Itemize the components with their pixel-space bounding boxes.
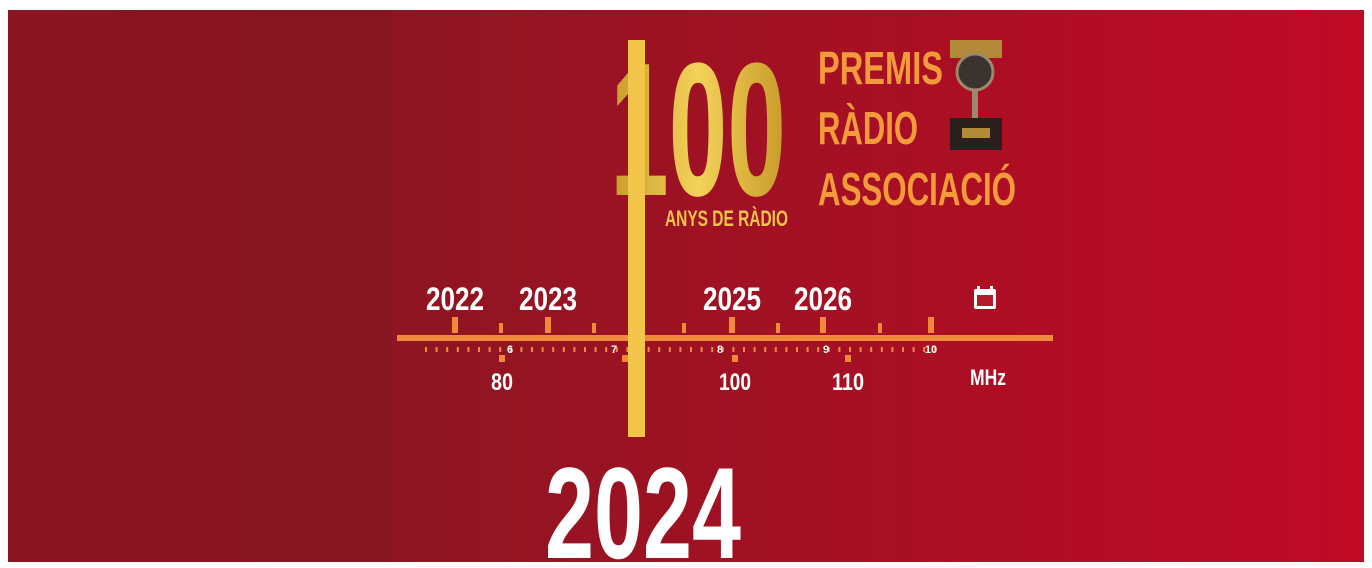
year-label: 2025	[703, 281, 761, 317]
tick	[754, 347, 756, 352]
tick	[446, 347, 448, 352]
tick	[478, 347, 480, 352]
year-label: 2023	[519, 281, 577, 317]
frequency-label: 100	[719, 369, 751, 396]
logo-subtitle: ANYS DE RÀDIO	[665, 206, 788, 231]
current-year: 2024	[545, 440, 741, 568]
tick	[592, 323, 596, 333]
tick	[732, 347, 734, 352]
scale-label: 6	[507, 344, 513, 356]
tick	[542, 347, 544, 352]
tick	[584, 347, 586, 352]
tick	[878, 323, 882, 333]
tick	[452, 317, 458, 333]
dial-line	[397, 335, 1053, 341]
tick	[928, 317, 934, 333]
tick	[817, 347, 819, 352]
award-line: ASSOCIACIÓ	[818, 163, 1016, 215]
tick	[796, 347, 798, 352]
tick	[622, 355, 628, 362]
tick	[669, 347, 671, 352]
tick	[701, 347, 703, 352]
tick	[913, 347, 915, 352]
tick	[838, 347, 840, 352]
tick	[605, 347, 607, 352]
banner: 100 ANYS DE RÀDIO PREMIS RÀDIO ASSOCIACI…	[0, 0, 1372, 568]
tick	[776, 323, 780, 333]
tick	[820, 317, 826, 333]
tick	[729, 317, 735, 333]
tick	[860, 347, 862, 352]
tick	[563, 347, 565, 352]
tick	[870, 347, 872, 352]
frequency-label: 80	[491, 369, 513, 396]
award-line: RÀDIO	[818, 102, 918, 154]
scale-label: 10	[925, 344, 937, 356]
tick	[902, 347, 904, 352]
calendar-icon	[974, 286, 996, 309]
tick	[807, 347, 809, 352]
scale-label: 9	[823, 344, 829, 356]
year-label: 2026	[794, 281, 852, 317]
tick	[785, 347, 787, 352]
tick	[845, 355, 851, 362]
tick	[732, 355, 738, 362]
tick	[499, 355, 505, 362]
tick	[849, 347, 851, 352]
tick	[743, 347, 745, 352]
tick	[436, 347, 438, 352]
tick	[679, 347, 681, 352]
unit-label: MHz	[970, 365, 1006, 390]
tick	[891, 347, 893, 352]
tick	[457, 347, 459, 352]
tick	[545, 317, 551, 333]
frequency-label: 110	[832, 369, 864, 396]
tick	[467, 347, 469, 352]
tick	[573, 347, 575, 352]
tick	[499, 323, 503, 333]
tick	[658, 347, 660, 352]
year-label: 2022	[426, 281, 484, 317]
tick	[552, 347, 554, 352]
tick	[489, 347, 491, 352]
tick	[881, 347, 883, 352]
tick	[520, 347, 522, 352]
tick	[499, 347, 501, 352]
tick	[425, 347, 427, 352]
tick	[764, 347, 766, 352]
tick	[775, 347, 777, 352]
tick	[711, 347, 713, 352]
tick	[531, 347, 533, 352]
award-line: PREMIS	[818, 42, 943, 94]
tick	[690, 347, 692, 352]
needle	[628, 40, 645, 437]
scale-label: 8	[717, 344, 723, 356]
tick	[595, 347, 597, 352]
tick	[648, 347, 650, 352]
scale-label: 7	[611, 344, 617, 356]
tick	[682, 323, 686, 333]
